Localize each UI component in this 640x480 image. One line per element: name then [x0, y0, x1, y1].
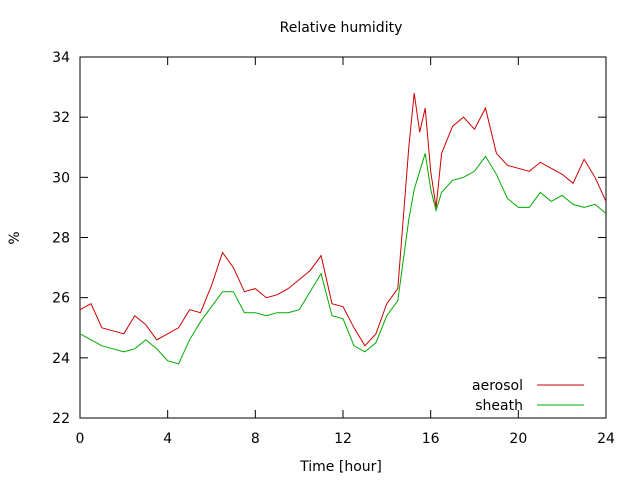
y-axis-label: %: [7, 231, 23, 244]
x-axis-label: Time [hour]: [299, 459, 382, 475]
series-line-aerosol: [79, 93, 607, 347]
legend-label-aerosol: aerosol: [472, 378, 523, 394]
x-tick-label: 8: [251, 431, 260, 447]
chart-title: Relative humidity: [280, 20, 403, 36]
y-tick-label: 22: [52, 411, 70, 427]
y-tick-label: 28: [52, 231, 70, 247]
y-tick-label: 30: [52, 170, 70, 186]
y-tick-label: 32: [52, 110, 70, 126]
x-tick-label: 16: [422, 431, 440, 447]
x-tick-label: 0: [76, 431, 85, 447]
legend-label-sheath: sheath: [475, 398, 523, 414]
y-tick-label: 34: [52, 50, 70, 66]
axis-ticks: 22 24 26 28 30 32 34 0 4 8 12 16 20 24: [52, 50, 615, 447]
x-tick-label: 4: [163, 431, 172, 447]
plot-frame: [79, 56, 607, 419]
x-tick-label: 20: [509, 431, 527, 447]
x-tick-label: 12: [334, 431, 352, 447]
series-line-sheath: [79, 153, 607, 365]
y-tick-label: 24: [52, 351, 70, 367]
y-tick-label: 26: [52, 291, 70, 307]
series-lines: [79, 93, 607, 365]
x-tick-label: 24: [597, 431, 615, 447]
legend: aerosol sheath: [472, 378, 584, 414]
